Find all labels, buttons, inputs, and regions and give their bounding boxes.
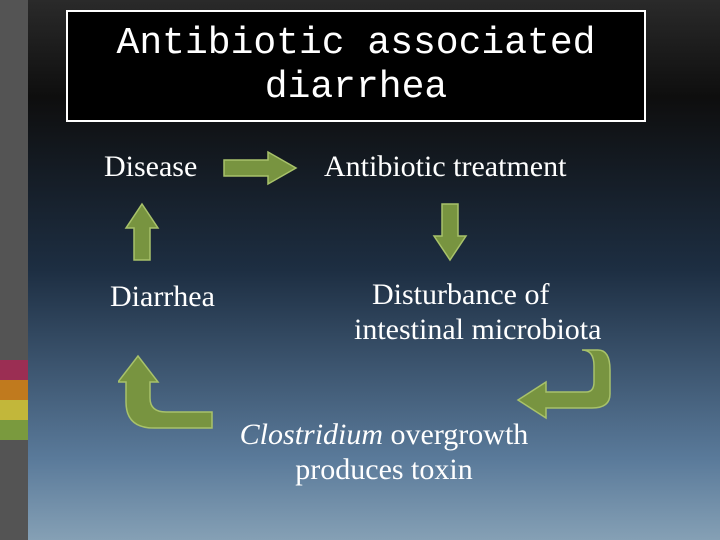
node-disease: Disease xyxy=(104,150,197,184)
sidebar-seg-accent xyxy=(0,400,28,420)
title-box: Antibiotic associated diarrhea xyxy=(66,10,646,122)
node-clostridium: Clostridium overgrowth produces toxin xyxy=(214,418,554,487)
arrow-curve-downleft-icon xyxy=(510,346,620,426)
arrow-up-icon xyxy=(122,200,162,264)
sidebar-accent xyxy=(0,0,28,540)
sidebar-seg xyxy=(0,300,28,360)
node-disturbance: Disturbance of intestinal microbiota xyxy=(372,278,601,347)
title-text: Antibiotic associated diarrhea xyxy=(117,22,596,109)
clostridium-rest: overgrowth xyxy=(383,418,528,451)
sidebar-seg xyxy=(0,440,28,540)
arrow-right-icon xyxy=(220,148,300,188)
sidebar-seg-accent xyxy=(0,380,28,400)
arrow-down-icon xyxy=(430,200,470,264)
sidebar-seg xyxy=(0,0,28,60)
disturbance-l2: intestinal microbiota xyxy=(354,313,601,346)
sidebar-seg xyxy=(0,240,28,300)
clostridium-l2: produces toxin xyxy=(295,453,472,486)
arrow-curve-leftup-icon xyxy=(118,350,218,434)
sidebar-seg-accent xyxy=(0,420,28,440)
sidebar-seg-accent xyxy=(0,360,28,380)
title-line1: Antibiotic associated xyxy=(117,22,596,65)
disturbance-l1: Disturbance of xyxy=(372,278,549,311)
node-diarrhea: Diarrhea xyxy=(110,280,215,314)
sidebar-seg xyxy=(0,120,28,180)
node-antibiotic: Antibiotic treatment xyxy=(324,150,566,184)
clostridium-italic: Clostridium xyxy=(240,418,383,451)
sidebar-seg xyxy=(0,60,28,120)
title-line2: diarrhea xyxy=(265,66,447,109)
sidebar-seg xyxy=(0,180,28,240)
